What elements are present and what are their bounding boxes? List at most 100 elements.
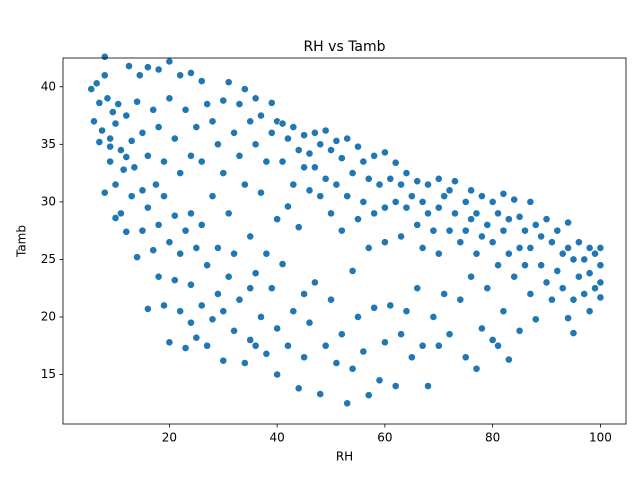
point <box>138 128 147 137</box>
point <box>440 192 449 201</box>
point <box>332 180 341 189</box>
point <box>235 151 244 160</box>
point <box>219 96 228 105</box>
point <box>284 202 292 211</box>
y-tick-label: 20 <box>41 309 56 323</box>
point <box>364 391 373 400</box>
point <box>154 123 163 131</box>
point <box>348 364 357 373</box>
point <box>381 148 389 157</box>
point <box>510 272 519 281</box>
point <box>111 119 120 128</box>
point <box>348 169 357 177</box>
point <box>197 157 206 166</box>
point <box>305 186 314 195</box>
point <box>95 98 104 107</box>
point <box>321 341 330 350</box>
point <box>553 267 562 275</box>
point <box>251 94 260 103</box>
point <box>542 215 551 224</box>
point <box>424 382 432 390</box>
point <box>585 269 594 278</box>
point <box>343 134 352 143</box>
y-tick-label: 40 <box>41 79 56 93</box>
point <box>187 151 195 160</box>
point <box>413 220 422 229</box>
point <box>359 347 368 356</box>
point <box>294 223 303 232</box>
point <box>127 136 136 145</box>
point <box>504 355 513 364</box>
point <box>246 284 255 293</box>
point <box>300 163 308 172</box>
point <box>585 244 594 252</box>
point <box>477 192 486 201</box>
point <box>418 244 427 252</box>
point <box>440 290 449 298</box>
point <box>354 215 362 224</box>
point <box>564 218 572 227</box>
point <box>133 97 141 106</box>
point <box>187 209 195 218</box>
point <box>257 111 265 120</box>
x-tick-label: 40 <box>270 431 285 445</box>
point <box>176 307 185 316</box>
point <box>278 260 287 268</box>
y-tick-label: 30 <box>41 194 56 208</box>
point <box>181 226 190 235</box>
point <box>224 78 233 87</box>
point <box>397 330 405 339</box>
point <box>526 197 535 206</box>
point <box>359 197 368 206</box>
point <box>564 314 572 323</box>
chart-title: RH vs Tamb <box>303 39 385 55</box>
point <box>526 290 535 298</box>
point <box>569 255 578 264</box>
point <box>354 142 362 151</box>
point <box>240 359 249 367</box>
point <box>300 290 308 298</box>
point <box>310 163 319 172</box>
point <box>445 186 454 195</box>
point <box>558 284 567 293</box>
point <box>397 232 405 241</box>
point <box>197 77 206 85</box>
point <box>418 197 427 206</box>
point <box>499 226 508 235</box>
point <box>596 261 605 270</box>
point <box>461 353 470 362</box>
point <box>494 341 502 350</box>
point <box>310 278 319 287</box>
point <box>332 136 341 145</box>
point <box>451 177 459 186</box>
point <box>289 180 298 189</box>
point <box>251 140 260 149</box>
point <box>143 305 152 313</box>
point <box>337 226 346 235</box>
point <box>397 180 405 189</box>
point <box>170 276 179 285</box>
point <box>135 71 144 80</box>
point <box>176 169 185 177</box>
point <box>316 140 325 149</box>
point <box>160 192 168 201</box>
point <box>117 209 125 218</box>
point <box>181 344 190 352</box>
point <box>499 189 508 198</box>
point <box>170 211 179 220</box>
point <box>348 267 357 275</box>
point <box>494 209 502 218</box>
point <box>111 214 120 222</box>
point <box>472 249 481 258</box>
point <box>386 301 395 310</box>
point <box>364 174 373 183</box>
point <box>574 272 583 281</box>
point <box>451 209 459 218</box>
point <box>591 249 599 258</box>
point <box>100 188 109 197</box>
point <box>386 174 395 183</box>
point <box>219 307 228 316</box>
point <box>483 284 492 293</box>
points <box>87 52 605 408</box>
point <box>515 212 524 221</box>
